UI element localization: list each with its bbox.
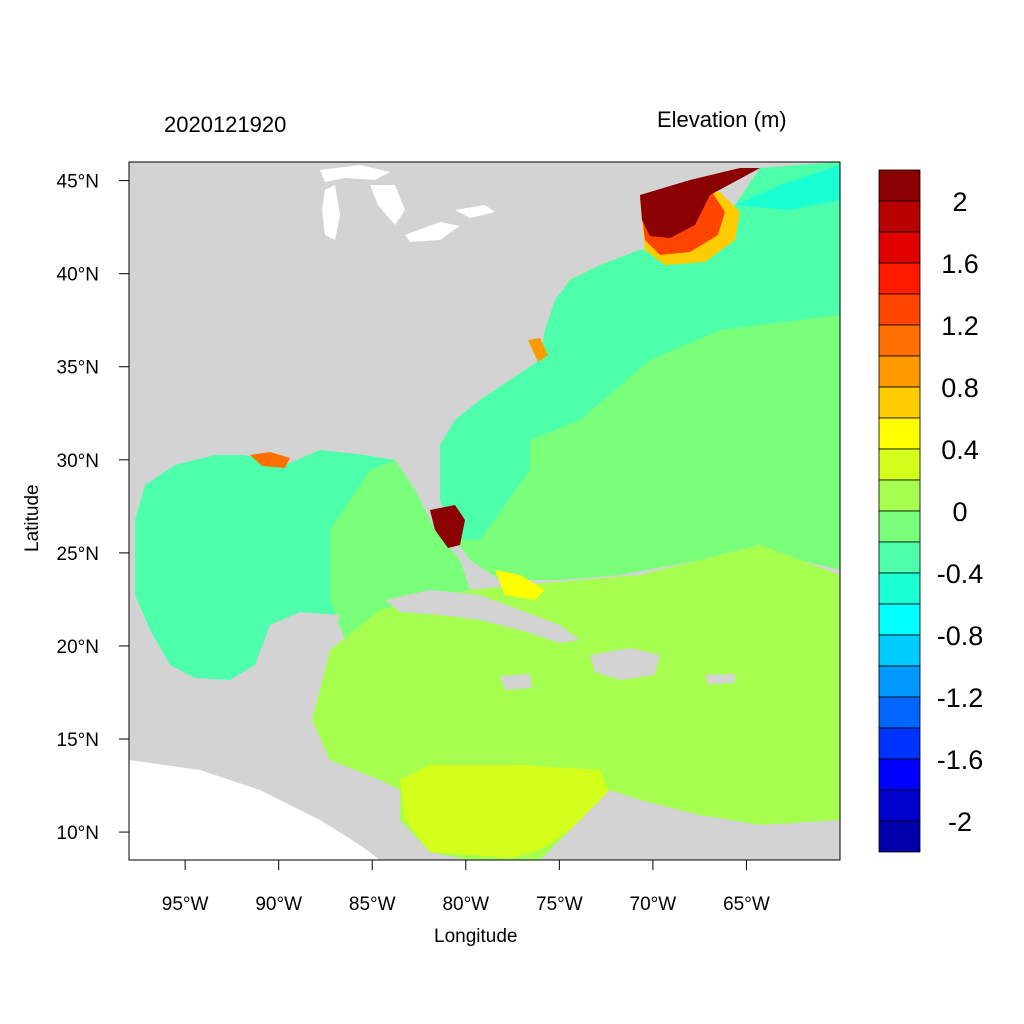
lake-huron bbox=[370, 185, 405, 225]
x-tick-label: 80°W bbox=[442, 894, 489, 915]
colorbar-swatch bbox=[878, 231, 921, 264]
colorbar-label: 1.2 bbox=[941, 311, 979, 341]
colorbar-label: 0 bbox=[952, 497, 967, 527]
hispaniola bbox=[590, 648, 660, 680]
jamaica bbox=[500, 674, 532, 690]
pacific-coast bbox=[129, 760, 380, 860]
x-axis-title: Longitude bbox=[434, 926, 518, 947]
colorbar-swatch bbox=[878, 169, 921, 202]
colorbar-swatch bbox=[878, 634, 921, 667]
colorbar-swatch bbox=[878, 603, 921, 636]
y-tick-label: 40°N bbox=[57, 265, 99, 286]
colorbar-swatch bbox=[878, 386, 921, 419]
y-tick-label: 30°N bbox=[57, 451, 99, 472]
y-tick-label: 20°N bbox=[57, 637, 99, 658]
x-tick-label: 75°W bbox=[536, 894, 583, 915]
x-tick-label: 65°W bbox=[723, 894, 770, 915]
y-axis-ticks: 45°N 40°N 35°N 30°N 25°N 20°N 15°N 10°N bbox=[57, 172, 129, 844]
south-florida-surge bbox=[430, 505, 465, 548]
south-america bbox=[540, 790, 840, 860]
y-tick-label: 25°N bbox=[57, 544, 99, 565]
outer-banks-surge bbox=[528, 338, 548, 362]
x-axis-ticks: 95°W 90°W 85°W 80°W 75°W 70°W 65°W bbox=[162, 860, 770, 915]
colorbar-label: 0.4 bbox=[941, 435, 979, 465]
southern-caribbean bbox=[400, 765, 610, 858]
y-tick-label: 10°N bbox=[57, 823, 99, 844]
colorbar-swatch bbox=[878, 758, 921, 791]
yucatan bbox=[255, 612, 340, 720]
colorbar-swatch bbox=[878, 727, 921, 760]
puerto-rico bbox=[705, 674, 735, 684]
map-frame bbox=[128, 161, 841, 861]
lake-michigan bbox=[322, 185, 340, 240]
colorbar-swatch bbox=[878, 789, 921, 822]
mexico bbox=[129, 520, 270, 720]
colorbar-swatch bbox=[878, 200, 921, 233]
colorbar-label: -2 bbox=[948, 807, 972, 837]
colorbar-swatch bbox=[878, 820, 921, 853]
x-tick-label: 95°W bbox=[162, 894, 209, 915]
colorbar bbox=[878, 169, 921, 853]
colorbar-swatch bbox=[878, 262, 921, 295]
y-tick-label: 15°N bbox=[57, 730, 99, 751]
colorbar-swatch bbox=[878, 665, 921, 698]
map-area bbox=[129, 162, 840, 860]
colorbar-labels: 2 1.6 1.2 0.8 0.4 0 -0.4 -0.8 -1.2 -1.6 -2 bbox=[937, 187, 984, 837]
x-tick-label: 85°W bbox=[349, 894, 396, 915]
colorbar-swatch bbox=[878, 479, 921, 512]
gulf-of-maine-surge-core bbox=[640, 168, 760, 238]
colorbar-swatch bbox=[878, 324, 921, 357]
colorbar-label: 1.6 bbox=[941, 249, 979, 279]
colorbar-swatch bbox=[878, 510, 921, 543]
lake-ontario bbox=[455, 205, 495, 218]
y-tick-label: 35°N bbox=[57, 358, 99, 379]
colorbar-swatch bbox=[878, 293, 921, 326]
continental-shelf bbox=[440, 162, 840, 540]
y-tick-label: 45°N bbox=[57, 172, 99, 193]
x-tick-label: 90°W bbox=[255, 894, 302, 915]
date-title: 2020121920 bbox=[164, 112, 287, 137]
colorbar-label: -0.8 bbox=[937, 621, 984, 651]
variable-title: Elevation (m) bbox=[657, 107, 787, 132]
gulf-coast-surge bbox=[250, 452, 290, 468]
lake-superior bbox=[320, 165, 390, 182]
x-tick-label: 70°W bbox=[630, 894, 677, 915]
colorbar-swatch bbox=[878, 696, 921, 729]
lake-erie bbox=[405, 222, 460, 242]
colorbar-label: 2 bbox=[952, 187, 967, 217]
nova-scotia-waters bbox=[735, 165, 840, 210]
colorbar-label: -1.2 bbox=[937, 683, 984, 713]
colorbar-swatch bbox=[878, 572, 921, 605]
colorbar-swatch bbox=[878, 355, 921, 388]
colorbar-swatch bbox=[878, 417, 921, 450]
bahamas-banks bbox=[495, 570, 545, 600]
cuba bbox=[385, 590, 580, 643]
colorbar-label: -1.6 bbox=[937, 745, 984, 775]
colorbar-swatch bbox=[878, 448, 921, 481]
colorbar-swatch bbox=[878, 541, 921, 574]
colorbar-label: 0.8 bbox=[941, 373, 979, 403]
colorbar-label: -0.4 bbox=[937, 559, 984, 589]
